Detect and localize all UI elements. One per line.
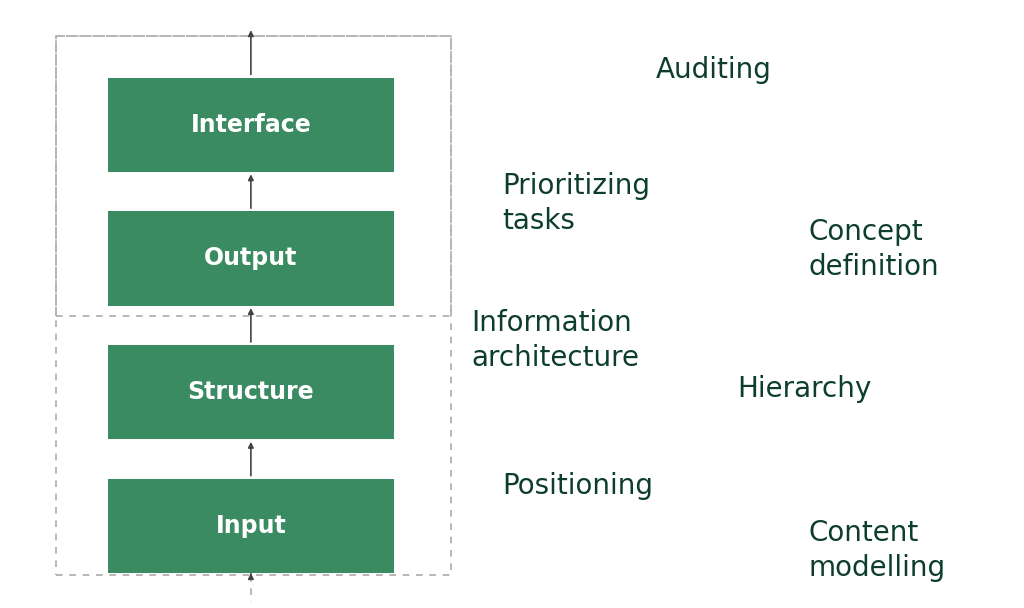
- Text: Positioning: Positioning: [502, 472, 652, 500]
- Bar: [108, 212, 394, 306]
- Text: Input: Input: [215, 514, 287, 538]
- Text: Hierarchy: Hierarchy: [737, 375, 871, 403]
- Text: Information
architecture: Information architecture: [471, 309, 639, 371]
- Text: Auditing: Auditing: [655, 56, 771, 84]
- Text: Structure: Structure: [187, 380, 314, 404]
- Text: Interface: Interface: [190, 112, 311, 137]
- Text: Output: Output: [204, 246, 298, 271]
- Text: Content
modelling: Content modelling: [809, 519, 946, 581]
- Text: Prioritizing
tasks: Prioritizing tasks: [502, 173, 650, 235]
- Text: Concept
definition: Concept definition: [809, 218, 940, 280]
- Bar: [108, 345, 394, 440]
- Bar: [108, 78, 394, 171]
- Bar: [108, 479, 394, 573]
